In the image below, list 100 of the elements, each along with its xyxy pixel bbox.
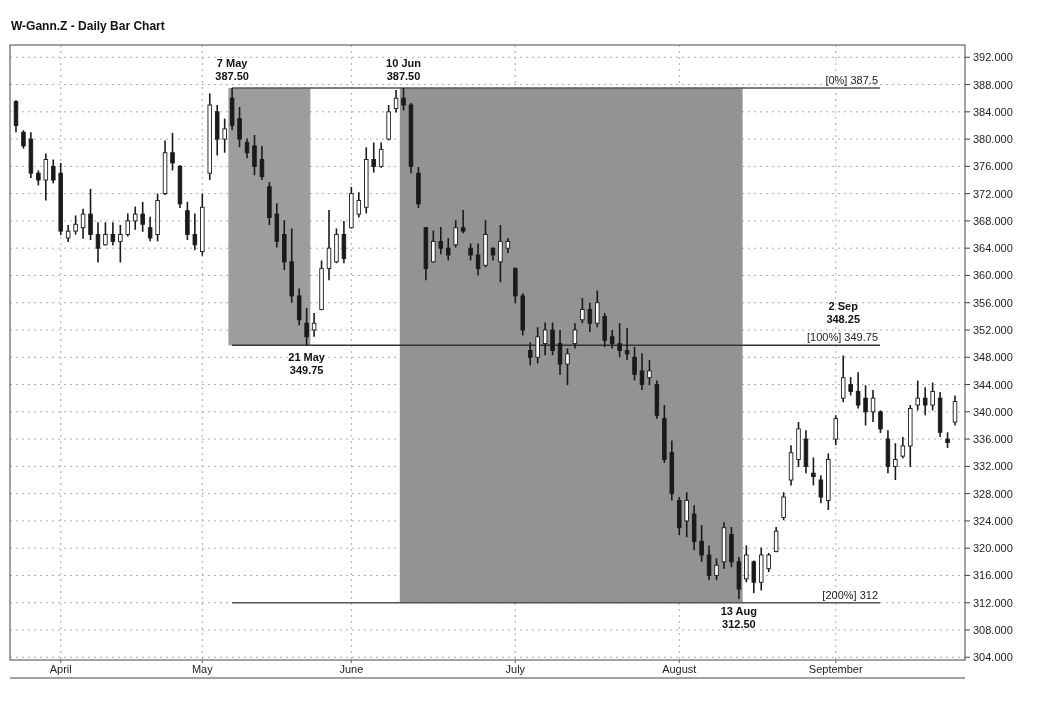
candlestick (833, 414, 839, 447)
candlestick (863, 384, 868, 427)
y-tick-label: 348.000 (973, 351, 1013, 364)
y-tick-label: 344.000 (973, 378, 1013, 391)
candlestick (13, 99, 19, 134)
y-tick-label: 316.000 (973, 569, 1013, 582)
candlestick (624, 327, 630, 361)
candlestick (237, 106, 242, 149)
candlestick (453, 219, 458, 249)
candlestick (192, 212, 198, 252)
x-tick-label: April (49, 663, 72, 675)
candlestick (893, 442, 898, 481)
candlestick (878, 409, 883, 434)
candlestick (572, 322, 578, 350)
y-tick-label: 360.000 (973, 269, 1013, 282)
candlestick (639, 352, 645, 391)
candlestick (542, 321, 548, 357)
candlestick (744, 544, 749, 584)
candlestick (811, 456, 816, 487)
candlestick (393, 89, 399, 114)
y-tick-label: 384.000 (973, 105, 1013, 118)
y-tick-label: 388.000 (973, 78, 1013, 91)
candlestick (95, 221, 101, 264)
y-tick-label: 336.000 (973, 433, 1013, 446)
y-tick-label: 392.000 (973, 51, 1013, 64)
annotation: 10 Jun 387.50 (386, 56, 422, 82)
candlestick (550, 321, 555, 357)
candlestick (699, 524, 704, 563)
candlestick (371, 141, 376, 174)
candlestick (498, 224, 503, 284)
candlestick (602, 312, 607, 348)
candlestick (595, 289, 600, 329)
candlestick (259, 145, 265, 181)
ref-line-label: [100%] 349.75 (807, 331, 878, 344)
candlestick (535, 326, 540, 365)
ref-line-label: [200%] 312 (822, 588, 878, 601)
candlestick (378, 141, 384, 169)
y-tick-label: 328.000 (973, 487, 1013, 500)
candlestick (431, 229, 436, 264)
candlestick (647, 359, 652, 387)
x-tick-label: July (505, 663, 526, 675)
y-tick-label: 304.000 (973, 651, 1013, 664)
candlestick (311, 312, 317, 338)
candlestick (900, 436, 906, 459)
candlestick (475, 242, 481, 277)
y-tick-label: 368.000 (973, 214, 1013, 227)
candlestick (222, 117, 227, 154)
candlestick (401, 87, 406, 112)
y-tick-label: 340.000 (973, 405, 1013, 418)
candlestick (617, 322, 622, 359)
annotation: 7 May 387.50 (215, 56, 249, 82)
candlestick (304, 307, 309, 347)
annotation: 21 May 349.75 (288, 351, 326, 377)
y-tick-label: 324.000 (973, 514, 1013, 527)
candlestick (185, 201, 190, 241)
candlestick (356, 191, 362, 219)
candlestick (445, 237, 451, 262)
ref-line-label: [0%] 387.5 (825, 73, 878, 86)
candlestick (557, 329, 563, 376)
candlestick (527, 341, 533, 367)
candlestick (632, 346, 637, 382)
candlestick (244, 137, 250, 159)
x-tick-label: June (339, 663, 364, 675)
candlestick (773, 526, 779, 554)
annotation: 13 Aug 312.50 (720, 605, 758, 631)
candlestick (684, 491, 689, 539)
candlestick (855, 371, 861, 410)
candlestick (80, 207, 86, 240)
candlestick (706, 544, 712, 582)
candlestick (73, 214, 78, 236)
candlestick (118, 224, 123, 264)
candlestick (915, 379, 920, 412)
candlestick (952, 394, 958, 427)
y-tick-label: 320.000 (973, 542, 1013, 555)
candlestick (125, 212, 131, 238)
candlestick (170, 132, 175, 172)
chart-title: W-Gann.Z - Daily Bar Chart (11, 19, 165, 33)
candlestick (460, 209, 466, 234)
candlestick (21, 129, 26, 150)
candlestick (341, 220, 347, 264)
candlestick (88, 188, 93, 241)
candlestick (110, 221, 116, 247)
x-tick-label: September (808, 663, 863, 675)
y-tick-label: 332.000 (973, 460, 1013, 473)
y-tick-label: 312.000 (973, 596, 1013, 609)
y-tick-label: 380.000 (973, 133, 1013, 146)
candlestick (848, 376, 853, 397)
candlestick (51, 158, 56, 185)
y-tick-label: 372.000 (973, 187, 1013, 200)
candlestick (587, 301, 593, 333)
candlestick (840, 354, 846, 404)
y-tick-label: 376.000 (973, 160, 1013, 173)
candlestick (438, 226, 444, 256)
candlestick (781, 491, 786, 522)
candlestick (252, 134, 257, 177)
candlestick (296, 287, 302, 327)
candlestick (147, 216, 153, 243)
x-tick-label: August (662, 663, 697, 675)
candlestick (751, 559, 757, 594)
candlestick (609, 329, 615, 350)
